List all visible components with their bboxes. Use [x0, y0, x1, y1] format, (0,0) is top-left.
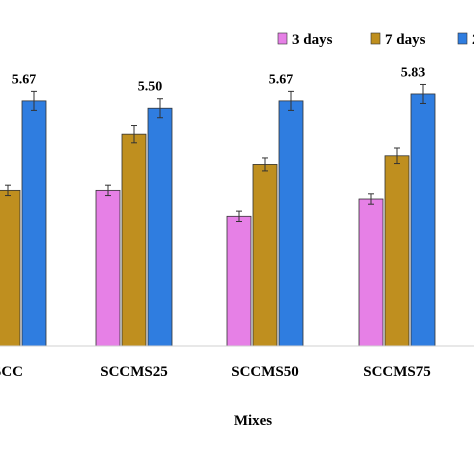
- error-bar-7-days-SCCMS25: [131, 125, 137, 144]
- error-bar-28-days-SCCMS50: [288, 90, 294, 111]
- bar-28-days-SCCMS25: [147, 107, 173, 347]
- bar-28-days-SCCMS50: [278, 100, 304, 347]
- error-bar-28-days-SCC: [31, 90, 37, 111]
- error-bar-28-days-SCCMS75: [420, 83, 426, 104]
- bar-3-days-SCCMS25: [95, 189, 121, 347]
- error-bar-3-days-SCCMS75: [368, 193, 374, 205]
- x-axis-title: Mixes: [234, 413, 272, 429]
- legend-label-7-days: 7 days: [385, 32, 426, 48]
- legend-swatch-3-days: [277, 32, 288, 45]
- legend-label-3-days: 3 days: [292, 32, 333, 48]
- x-tick-label-SCCMS25: SCCMS25: [100, 364, 168, 380]
- x-tick-labels: SCC SCCMS25 SCCMS50 SCCMS75: [0, 364, 431, 380]
- bar-28-days-SCC: [21, 100, 47, 347]
- bar-28-days-SCCMS75: [410, 93, 436, 347]
- data-label-SCCMS75: 5.83: [401, 65, 426, 80]
- legend-label-28-days: 28 days: [472, 32, 474, 48]
- error-bar-3-days-SCCMS25: [105, 184, 111, 197]
- data-label-SCC: 5.67: [12, 72, 37, 87]
- bars-layer: 5.67 5.50 5.67 5.83: [0, 65, 436, 347]
- error-bar-7-days-SCCMS50: [262, 157, 268, 172]
- bar-3-days-SCCMS75: [358, 198, 384, 347]
- legend: 3 days 7 days 28 days: [277, 32, 474, 48]
- bar-7-days-SCC: [0, 189, 21, 347]
- error-bar-7-days-SCCMS75: [394, 147, 400, 165]
- bar-7-days-SCCMS25: [121, 133, 147, 347]
- error-bar-7-days-SCC: [5, 184, 11, 197]
- error-bar-28-days-SCCMS25: [157, 98, 163, 119]
- bar-3-days-SCCMS50: [226, 215, 252, 347]
- x-tick-label-SCCMS75: SCCMS75: [363, 364, 431, 380]
- legend-swatch-7-days: [370, 32, 381, 45]
- error-bar-3-days-SCCMS50: [236, 210, 242, 222]
- data-label-SCCMS25: 5.50: [138, 80, 163, 95]
- x-tick-label-SCCMS50: SCCMS50: [231, 364, 299, 380]
- x-tick-label-SCC: SCC: [0, 364, 23, 380]
- bar-7-days-SCCMS75: [384, 155, 410, 347]
- bar-7-days-SCCMS50: [252, 164, 278, 347]
- legend-swatch-28-days: [457, 32, 468, 45]
- data-label-SCCMS50: 5.67: [269, 72, 294, 87]
